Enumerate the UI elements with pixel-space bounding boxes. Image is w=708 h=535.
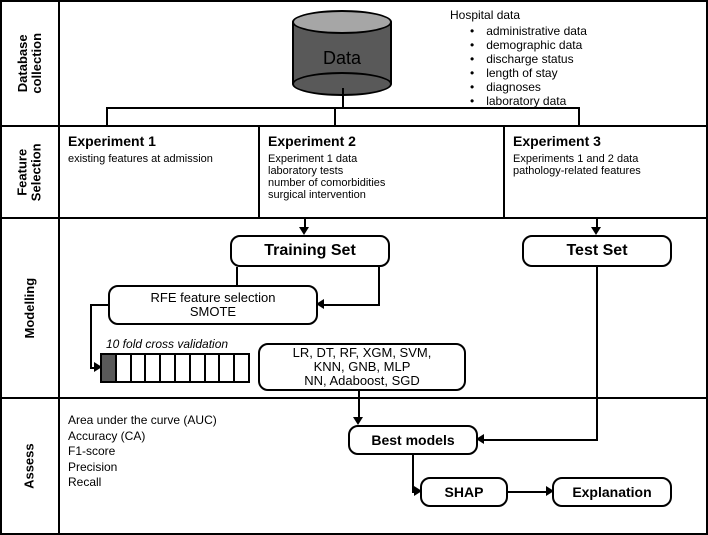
row-content-mod: Training Set Test Set RFE feature select… <box>60 219 706 397</box>
expl-label: Explanation <box>572 484 651 500</box>
row-content-db: Data Hospital data administrative data d… <box>60 2 706 125</box>
test-set-box: Test Set <box>522 235 672 267</box>
cyl-label: Data <box>292 48 392 69</box>
explanation-box: Explanation <box>552 477 672 507</box>
arrow-down-icon <box>591 227 601 235</box>
cv-cell <box>146 355 161 381</box>
row-label-assess: Assess <box>2 399 60 533</box>
connector <box>578 107 580 125</box>
fs-col3-title: Experiment 3 <box>513 133 698 149</box>
hospital-data-list: Hospital data administrative data demogr… <box>450 8 587 108</box>
cv-label: 10 fold cross validation <box>106 337 228 351</box>
arrow-right-icon <box>546 486 554 496</box>
connector <box>106 107 580 109</box>
hospital-item: length of stay <box>450 66 587 80</box>
fs-col2-title: Experiment 2 <box>268 133 495 149</box>
algos-label: LR, DT, RF, XGM, SVM,KNN, GNB, MLPNN, Ad… <box>293 346 432 389</box>
algorithms-box: LR, DT, RF, XGM, SVM,KNN, GNB, MLPNN, Ad… <box>258 343 466 391</box>
hospital-item: administrative data <box>450 24 587 38</box>
row-label-db: Databasecollection <box>2 2 60 125</box>
connector <box>342 88 344 108</box>
row-label-mod: Modelling <box>2 219 60 397</box>
connector <box>334 107 336 125</box>
fs-columns: Experiment 1 existing features at admiss… <box>60 127 706 217</box>
cv-cell <box>191 355 206 381</box>
connector <box>508 491 548 493</box>
connector <box>596 267 598 397</box>
diagram-root: Databasecollection Data Hospital data ad… <box>0 0 708 535</box>
hospital-item: diagnoses <box>450 80 587 94</box>
connector <box>90 304 92 367</box>
hospital-item: demographic data <box>450 38 587 52</box>
test-label: Test Set <box>566 242 627 260</box>
best-label: Best models <box>371 432 454 448</box>
cv-fold-icon <box>100 353 250 383</box>
training-label: Training Set <box>264 242 356 260</box>
arrow-right-icon <box>414 486 422 496</box>
cv-cell <box>102 355 117 381</box>
connector <box>106 107 108 125</box>
cyl-top <box>292 10 392 34</box>
shap-box: SHAP <box>420 477 508 507</box>
connector <box>482 439 598 441</box>
fs-col-1: Experiment 1 existing features at admiss… <box>60 127 260 217</box>
fs-col2-body: Experiment 1 datalaboratory testsnumber … <box>268 153 495 201</box>
rfe-label: RFE feature selectionSMOTE <box>150 291 275 320</box>
fs-col1-title: Experiment 1 <box>68 133 250 149</box>
cv-cell <box>161 355 176 381</box>
arrow-left-icon <box>316 299 324 309</box>
rfe-box: RFE feature selectionSMOTE <box>108 285 318 325</box>
shap-label: SHAP <box>445 484 484 500</box>
data-cylinder-icon: Data <box>292 10 392 88</box>
row-label-fs: FeatureSelection <box>2 127 60 217</box>
connector <box>90 304 110 306</box>
cv-cell <box>206 355 221 381</box>
connector <box>378 267 380 305</box>
connector <box>322 304 380 306</box>
row-assess: Assess Area under the curve (AUC)Accurac… <box>2 399 706 533</box>
hospital-item: discharge status <box>450 52 587 66</box>
arrow-down-icon <box>353 417 363 425</box>
training-set-box: Training Set <box>230 235 390 267</box>
hospital-data-title: Hospital data <box>450 8 587 22</box>
connector <box>596 399 598 439</box>
row-label-mod-text: Modelling <box>23 278 37 339</box>
hospital-data-ul: administrative data demographic data dis… <box>450 24 587 108</box>
best-models-box: Best models <box>348 425 478 455</box>
row-label-fs-text: FeatureSelection <box>16 143 45 201</box>
hospital-item: laboratory data <box>450 94 587 108</box>
fs-col-3: Experiment 3 Experiments 1 and 2 datapat… <box>505 127 706 217</box>
row-database-collection: Databasecollection Data Hospital data ad… <box>2 2 706 127</box>
cv-cell <box>117 355 132 381</box>
fs-col3-body: Experiments 1 and 2 datapathology-relate… <box>513 153 698 177</box>
row-content-assess: Area under the curve (AUC)Accuracy (CA)F… <box>60 399 706 533</box>
row-label-assess-text: Assess <box>23 443 37 489</box>
connector <box>358 399 360 419</box>
fs-col-2: Experiment 2 Experiment 1 datalaboratory… <box>260 127 505 217</box>
arrow-down-icon <box>299 227 309 235</box>
row-feature-selection: FeatureSelection Experiment 1 existing f… <box>2 127 706 219</box>
connector <box>236 267 238 285</box>
cv-cell <box>220 355 235 381</box>
row-content-fs: Experiment 1 existing features at admiss… <box>60 127 706 217</box>
cv-cell <box>176 355 191 381</box>
cv-cell <box>235 355 248 381</box>
metrics-list: Area under the curve (AUC)Accuracy (CA)F… <box>68 413 217 491</box>
fs-col1-body: existing features at admission <box>68 153 250 165</box>
cv-cell <box>132 355 147 381</box>
connector <box>358 391 360 399</box>
row-modelling: Modelling Training Set Test Set RFE feat… <box>2 219 706 399</box>
row-label-db-text: Databasecollection <box>16 33 45 94</box>
